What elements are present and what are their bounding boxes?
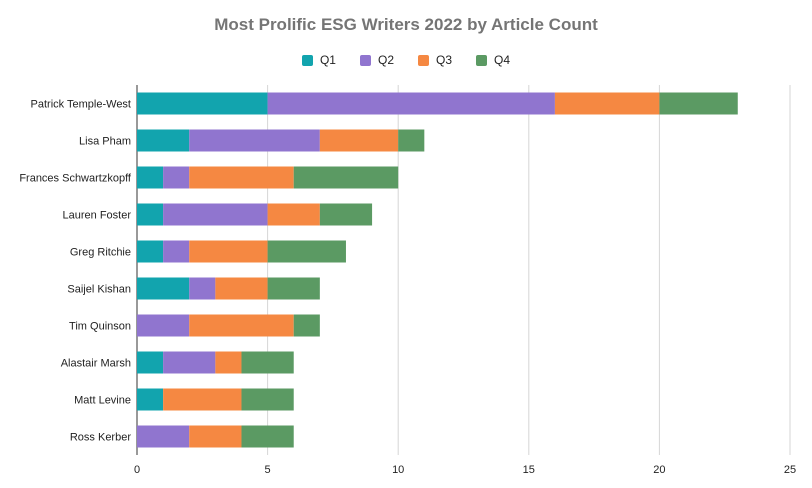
bar-q2 [163,240,190,263]
bar-q2 [163,351,216,374]
legend-label-q2: Q2 [377,53,394,67]
bar-q1 [137,351,164,374]
bar-q3 [189,240,268,263]
bar-q3 [189,314,294,337]
category-label: Lauren Foster [63,210,132,222]
bar-q2 [163,166,190,189]
bar-q2 [267,92,555,115]
bar-q3 [189,425,242,448]
x-tick-label: 25 [784,464,796,476]
bar-q4 [293,166,399,189]
bar-q3 [267,203,320,226]
category-label: Frances Schwartzkopff [19,173,132,185]
category-label: Lisa Pham [79,136,131,148]
bar-q1 [137,240,164,263]
bar-q2 [189,129,320,152]
category-label: Tim Quinson [69,321,131,333]
bar-q3 [319,129,399,152]
chart-legend: Q1 Q2 Q3 Q4 [0,53,812,67]
legend-label-q4: Q4 [494,53,511,67]
category-label: Saijel Kishan [67,284,131,296]
legend-swatch-q3 [418,54,429,66]
category-label: Alastair Marsh [61,358,131,370]
category-label: Ross Kerber [70,432,131,444]
category-label: Greg Ritchie [70,247,131,259]
bar-q4 [398,129,425,152]
legend-label-q1: Q1 [319,53,336,67]
bar-q3 [163,388,242,411]
legend-item-q2: Q2 [359,53,394,67]
x-tick-label: 5 [265,464,271,476]
legend-label-q3: Q3 [436,53,453,67]
bar-q3 [554,92,660,115]
legend-swatch-q1 [301,54,313,66]
bar-q2 [189,277,216,300]
bar-q4 [659,92,738,115]
bar-q1 [137,129,190,152]
bar-q4 [241,351,294,374]
bar-q3 [215,351,242,374]
bar-q2 [137,425,190,448]
legend-item-q4: Q4 [476,53,510,67]
bar-q3 [189,166,294,189]
category-label: Matt Levine [74,395,131,407]
bar-q4 [293,314,320,337]
legend-item-q1: Q1 [301,53,336,67]
x-tick-label: 10 [392,464,404,476]
bar-q4 [241,425,294,448]
bar-q1 [137,92,268,115]
bar-q1 [137,388,164,411]
chart-title: Most Prolific ESG Writers 2022 by Articl… [214,15,598,34]
bar-q3 [215,277,268,300]
bar-q1 [137,166,164,189]
x-tick-label: 0 [134,464,140,476]
bar-q2 [137,314,190,337]
x-tick-label: 15 [523,464,535,476]
bar-q1 [137,203,164,226]
bar-q4 [267,277,320,300]
category-label: Patrick Temple-West [31,99,131,111]
legend-item-q3: Q3 [418,53,452,67]
legend-swatch-q2 [359,54,371,66]
bar-q2 [163,203,268,226]
bar-q1 [137,277,190,300]
bar-q4 [241,388,294,411]
bar-q4 [319,203,373,226]
bar-q4 [267,240,346,263]
x-tick-label: 20 [653,464,665,476]
legend-swatch-q4 [476,54,488,66]
